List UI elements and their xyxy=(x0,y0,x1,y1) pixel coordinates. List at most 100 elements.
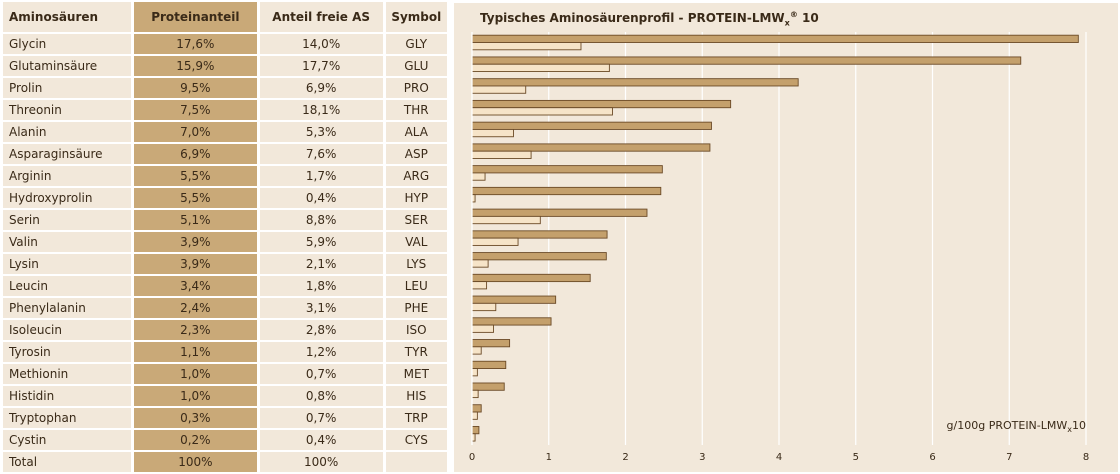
cell-aminosaeure: Total xyxy=(3,452,131,472)
bar-series-2-glu xyxy=(471,63,610,72)
cell-proteinanteil: 2,3% xyxy=(133,320,257,340)
table-row: Arginin 5,5% 1,7% ARG xyxy=(3,166,447,186)
cell-proteinanteil: 1,1% xyxy=(133,342,257,362)
cell-symbol: ALA xyxy=(385,122,447,142)
bar-series-2-leu xyxy=(471,281,488,290)
bar-series-1-pro xyxy=(471,78,799,87)
cell-anteil-freie-as: 7,6% xyxy=(259,144,383,164)
cell-proteinanteil: 0,3% xyxy=(133,408,257,428)
cell-symbol xyxy=(385,452,447,472)
cell-symbol: CYS xyxy=(385,430,447,450)
bar-series-1-thr xyxy=(471,99,732,109)
x-tick-label: 4 xyxy=(776,452,782,463)
bar-series-2-gly xyxy=(471,42,582,51)
cell-symbol: MET xyxy=(385,364,447,384)
cell-aminosaeure: Cystin xyxy=(3,430,131,450)
cell-aminosaeure: Arginin xyxy=(3,166,131,186)
unit-label-suffix: 10 xyxy=(1072,419,1086,432)
table-row: Alanin 7,0% 5,3% ALA xyxy=(3,122,447,142)
bar-series-1-tyr xyxy=(471,339,511,348)
cell-anteil-freie-as: 0,4% xyxy=(259,430,383,450)
cell-symbol: LEU xyxy=(385,276,447,296)
cell-anteil-freie-as: 17,7% xyxy=(259,56,383,76)
bar-series-1-hyp xyxy=(471,186,662,196)
table-row: Tyrosin 1,1% 1,2% TYR xyxy=(3,342,447,362)
cell-anteil-freie-as: 0,7% xyxy=(259,364,383,384)
table-row: Leucin 3,4% 1,8% LEU xyxy=(3,276,447,296)
bar-series-2-thr xyxy=(471,107,613,116)
cell-symbol: ARG xyxy=(385,166,447,186)
x-tick-label: 5 xyxy=(853,452,859,463)
cell-aminosaeure: Glycin xyxy=(3,34,131,54)
amino-acid-table: Aminosäuren Proteinanteil Anteil freie A… xyxy=(0,0,450,474)
cell-symbol: GLU xyxy=(385,56,447,76)
cell-anteil-freie-as: 8,8% xyxy=(259,210,383,230)
bar-series-2-tyr xyxy=(471,346,482,355)
chart-title-suffix: 10 xyxy=(797,11,819,25)
bar-series-2-ala xyxy=(471,128,514,138)
cell-anteil-freie-as: 18,1% xyxy=(259,100,383,120)
bar-series-2-met xyxy=(471,368,478,377)
table-row: Phenylalanin 2,4% 3,1% PHE xyxy=(3,298,447,318)
cell-proteinanteil: 5,5% xyxy=(133,166,257,186)
cell-anteil-freie-as: 1,8% xyxy=(259,276,383,296)
cell-proteinanteil: 1,0% xyxy=(133,386,257,406)
cell-symbol: THR xyxy=(385,100,447,120)
cell-aminosaeure: Valin xyxy=(3,232,131,252)
unit-label: g/100g PROTEIN-LMWx10 xyxy=(947,419,1086,434)
cell-anteil-freie-as: 0,8% xyxy=(259,386,383,406)
cell-anteil-freie-as: 5,3% xyxy=(259,122,383,142)
cell-anteil-freie-as: 1,2% xyxy=(259,342,383,362)
cell-aminosaeure: Hydroxyprolin xyxy=(3,188,131,208)
cell-aminosaeure: Lysin xyxy=(3,254,131,274)
table-row: Valin 3,9% 5,9% VAL xyxy=(3,232,447,252)
chart-title: Typisches Aminosäurenprofil - PROTEIN-LM… xyxy=(480,10,819,27)
table-row: Methionin 1,0% 0,7% MET xyxy=(3,364,447,384)
chart-title-text: Typisches Aminosäurenprofil - PROTEIN-LM… xyxy=(480,11,785,25)
table-row: Glutaminsäure 15,9% 17,7% GLU xyxy=(3,56,447,76)
header-proteinanteil: Proteinanteil xyxy=(133,2,257,32)
cell-proteinanteil: 5,5% xyxy=(133,188,257,208)
bar-series-1-arg xyxy=(471,165,663,174)
unit-label-text: g/100g PROTEIN-LMW xyxy=(946,419,1068,432)
cell-aminosaeure: Isoleucin xyxy=(3,320,131,340)
cell-symbol: SER xyxy=(385,210,447,230)
cell-proteinanteil: 0,2% xyxy=(133,430,257,450)
cell-anteil-freie-as: 2,8% xyxy=(259,320,383,340)
cell-anteil-freie-as: 5,9% xyxy=(259,232,383,252)
header-anteil-freie-as: Anteil freie AS xyxy=(259,2,383,32)
bar-series-1-ser xyxy=(471,208,648,217)
cell-aminosaeure: Methionin xyxy=(3,364,131,384)
cell-proteinanteil: 3,9% xyxy=(133,254,257,274)
cell-aminosaeure: Histidin xyxy=(3,386,131,406)
cell-proteinanteil: 5,1% xyxy=(133,210,257,230)
cell-proteinanteil: 7,5% xyxy=(133,100,257,120)
bar-series-1-val xyxy=(471,230,608,239)
x-tick-label: 2 xyxy=(622,452,628,463)
bar-series-2-ser xyxy=(471,215,541,225)
cell-aminosaeure: Leucin xyxy=(3,276,131,296)
bar-series-2-trp xyxy=(471,411,478,420)
cell-anteil-freie-as: 6,9% xyxy=(259,78,383,98)
cell-anteil-freie-as: 2,1% xyxy=(259,254,383,274)
bar-series-1-lys xyxy=(471,252,607,261)
bar-series-2-lys xyxy=(471,259,489,268)
table-row: Threonin 7,5% 18,1% THR xyxy=(3,100,447,120)
cell-aminosaeure: Alanin xyxy=(3,122,131,142)
cell-proteinanteil: 1,0% xyxy=(133,364,257,384)
cell-anteil-freie-as: 1,7% xyxy=(259,166,383,186)
header-symbol: Symbol xyxy=(385,2,447,32)
bar-series-1-leu xyxy=(471,273,591,283)
cell-symbol: TYR xyxy=(385,342,447,362)
bar-series-2-pro xyxy=(471,85,527,94)
cell-anteil-freie-as: 0,4% xyxy=(259,188,383,208)
cell-proteinanteil: 15,9% xyxy=(133,56,257,76)
chart-title-sub: x xyxy=(784,18,790,28)
cell-proteinanteil: 3,4% xyxy=(133,276,257,296)
cell-proteinanteil: 9,5% xyxy=(133,78,257,98)
cell-symbol: PRO xyxy=(385,78,447,98)
bar-series-1-phe xyxy=(471,295,557,304)
bar-series-1-cys xyxy=(471,426,480,435)
cell-symbol: HYP xyxy=(385,188,447,208)
bar-series-1-met xyxy=(471,360,507,370)
